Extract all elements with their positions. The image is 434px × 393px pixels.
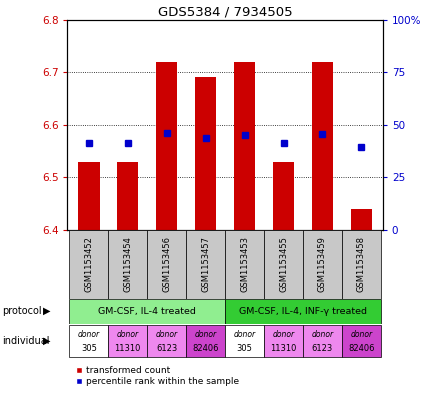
Bar: [350, 209, 371, 230]
Bar: [272, 162, 293, 230]
Bar: [194, 77, 216, 230]
Bar: [186, 230, 225, 299]
Text: GSM1153452: GSM1153452: [84, 236, 93, 292]
Text: donor: donor: [311, 330, 333, 339]
Bar: [341, 325, 380, 357]
Bar: [147, 325, 186, 357]
Bar: [69, 325, 108, 357]
Text: GM-CSF, IL-4 treated: GM-CSF, IL-4 treated: [98, 307, 196, 316]
Text: GSM1153455: GSM1153455: [278, 236, 287, 292]
Bar: [263, 325, 302, 357]
Text: 305: 305: [236, 344, 252, 353]
Text: 6123: 6123: [311, 344, 332, 353]
Text: donor: donor: [272, 330, 294, 339]
Bar: [108, 230, 147, 299]
Text: donor: donor: [349, 330, 372, 339]
Bar: [233, 62, 255, 230]
Bar: [302, 325, 341, 357]
Text: 11310: 11310: [114, 344, 141, 353]
Text: donor: donor: [155, 330, 178, 339]
Bar: [341, 230, 380, 299]
Text: 82406: 82406: [347, 344, 374, 353]
Bar: [156, 62, 177, 230]
Text: GSM1153456: GSM1153456: [162, 236, 171, 292]
Text: GSM1153459: GSM1153459: [317, 236, 326, 292]
Text: donor: donor: [233, 330, 255, 339]
Text: donor: donor: [78, 330, 100, 339]
Text: ▶: ▶: [43, 306, 50, 316]
Bar: [225, 325, 263, 357]
Bar: [78, 162, 99, 230]
Bar: [186, 325, 225, 357]
Text: GSM1153454: GSM1153454: [123, 236, 132, 292]
Text: GSM1153453: GSM1153453: [240, 236, 249, 292]
Text: 305: 305: [81, 344, 96, 353]
Text: 6123: 6123: [156, 344, 177, 353]
Bar: [69, 230, 108, 299]
Bar: [69, 299, 225, 324]
Text: donor: donor: [116, 330, 138, 339]
Legend: transformed count, percentile rank within the sample: transformed count, percentile rank withi…: [72, 362, 243, 390]
Text: 11310: 11310: [270, 344, 296, 353]
Text: individual: individual: [2, 336, 49, 346]
Text: GSM1153457: GSM1153457: [201, 236, 210, 292]
Text: 82406: 82406: [192, 344, 218, 353]
Text: ▶: ▶: [43, 336, 50, 346]
Bar: [117, 162, 138, 230]
Bar: [225, 230, 263, 299]
Text: protocol: protocol: [2, 306, 42, 316]
Text: GSM1153458: GSM1153458: [356, 236, 365, 292]
Bar: [302, 230, 341, 299]
Bar: [147, 230, 186, 299]
Bar: [225, 299, 380, 324]
Title: GDS5384 / 7934505: GDS5384 / 7934505: [158, 6, 292, 18]
Text: donor: donor: [194, 330, 216, 339]
Bar: [108, 325, 147, 357]
Bar: [263, 230, 302, 299]
Text: GM-CSF, IL-4, INF-γ treated: GM-CSF, IL-4, INF-γ treated: [238, 307, 366, 316]
Bar: [311, 62, 332, 230]
